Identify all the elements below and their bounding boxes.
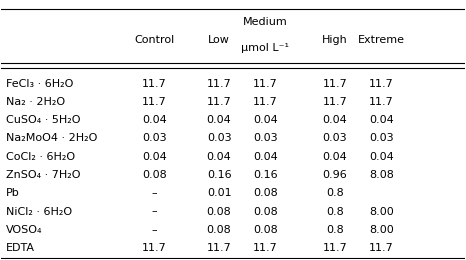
Text: Na₂MoO4 · 2H₂O: Na₂MoO4 · 2H₂O	[6, 133, 97, 144]
Text: NiCl₂ · 6H₂O: NiCl₂ · 6H₂O	[6, 206, 72, 217]
Text: 0.03: 0.03	[322, 133, 347, 144]
Text: 0.04: 0.04	[369, 152, 394, 162]
Text: 0.8: 0.8	[326, 206, 344, 217]
Text: 11.7: 11.7	[142, 79, 167, 89]
Text: 11.7: 11.7	[369, 97, 394, 107]
Text: CuSO₄ · 5H₂O: CuSO₄ · 5H₂O	[6, 115, 81, 125]
Text: 0.04: 0.04	[253, 152, 278, 162]
Text: 0.16: 0.16	[253, 170, 278, 180]
Text: 8.00: 8.00	[369, 206, 394, 217]
Text: 0.01: 0.01	[207, 188, 232, 198]
Text: 11.7: 11.7	[253, 243, 278, 253]
Text: Na₂ · 2H₂O: Na₂ · 2H₂O	[6, 97, 65, 107]
Text: μmol L⁻¹: μmol L⁻¹	[241, 43, 289, 53]
Text: ZnSO₄ · 7H₂O: ZnSO₄ · 7H₂O	[6, 170, 81, 180]
Text: –: –	[151, 206, 157, 217]
Text: VOSO₄: VOSO₄	[6, 225, 42, 235]
Text: 0.08: 0.08	[253, 206, 278, 217]
Text: FeCl₃ · 6H₂O: FeCl₃ · 6H₂O	[6, 79, 74, 89]
Text: 11.7: 11.7	[369, 243, 394, 253]
Text: 0.08: 0.08	[142, 170, 167, 180]
Text: Extreme: Extreme	[358, 35, 405, 45]
Text: Medium: Medium	[243, 17, 288, 27]
Text: 11.7: 11.7	[322, 243, 347, 253]
Text: 11.7: 11.7	[207, 243, 232, 253]
Text: 11.7: 11.7	[207, 97, 232, 107]
Text: 0.03: 0.03	[253, 133, 278, 144]
Text: 0.03: 0.03	[142, 133, 166, 144]
Text: 11.7: 11.7	[369, 79, 394, 89]
Text: 0.04: 0.04	[253, 115, 278, 125]
Text: CoCl₂ · 6H₂O: CoCl₂ · 6H₂O	[6, 152, 75, 162]
Text: 11.7: 11.7	[322, 79, 347, 89]
Text: Control: Control	[134, 35, 174, 45]
Text: 0.16: 0.16	[207, 170, 232, 180]
Text: 0.8: 0.8	[326, 188, 344, 198]
Text: 0.04: 0.04	[369, 115, 394, 125]
Text: 11.7: 11.7	[253, 97, 278, 107]
Text: 0.08: 0.08	[253, 225, 278, 235]
Text: Pb: Pb	[6, 188, 20, 198]
Text: EDTA: EDTA	[6, 243, 35, 253]
Text: 8.00: 8.00	[369, 225, 394, 235]
Text: 8.08: 8.08	[369, 170, 394, 180]
Text: 0.8: 0.8	[326, 225, 344, 235]
Text: 0.04: 0.04	[322, 115, 347, 125]
Text: 0.04: 0.04	[207, 152, 232, 162]
Text: High: High	[322, 35, 348, 45]
Text: –: –	[151, 188, 157, 198]
Text: 0.04: 0.04	[207, 115, 232, 125]
Text: 0.08: 0.08	[207, 206, 232, 217]
Text: 11.7: 11.7	[142, 243, 167, 253]
Text: 0.08: 0.08	[207, 225, 232, 235]
Text: 0.04: 0.04	[322, 152, 347, 162]
Text: 11.7: 11.7	[253, 79, 278, 89]
Text: 0.96: 0.96	[322, 170, 347, 180]
Text: 0.03: 0.03	[207, 133, 232, 144]
Text: 0.04: 0.04	[142, 152, 167, 162]
Text: 11.7: 11.7	[142, 97, 167, 107]
Text: Low: Low	[208, 35, 230, 45]
Text: –: –	[151, 225, 157, 235]
Text: 11.7: 11.7	[207, 79, 232, 89]
Text: 0.04: 0.04	[142, 115, 167, 125]
Text: 11.7: 11.7	[322, 97, 347, 107]
Text: 0.03: 0.03	[369, 133, 394, 144]
Text: 0.08: 0.08	[253, 188, 278, 198]
